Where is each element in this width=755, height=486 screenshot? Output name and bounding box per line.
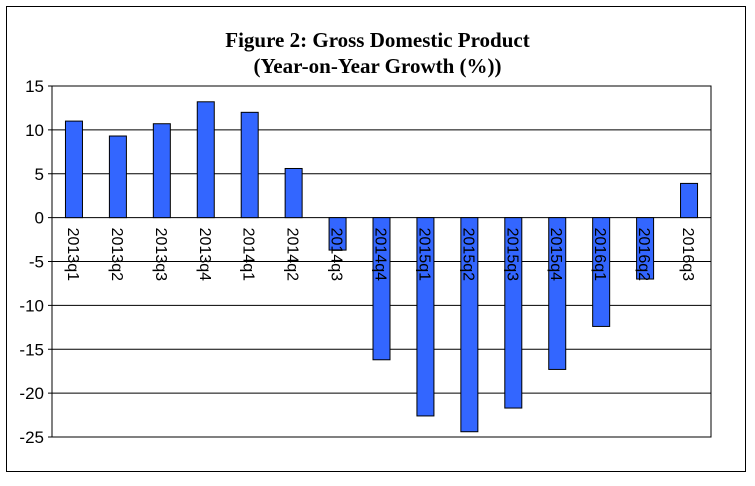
x-tick-label: 2016q2 <box>635 228 652 281</box>
y-tick-label: 10 <box>25 121 44 140</box>
bar-2014q4 <box>372 217 391 361</box>
bar-2013q4 <box>196 101 215 219</box>
bar-2016q3 <box>680 182 699 219</box>
x-tick-label: 2013q1 <box>64 228 81 281</box>
plot-area <box>51 85 712 438</box>
x-tick-label: 2013q2 <box>108 228 125 281</box>
y-tick-label: 5 <box>35 165 44 184</box>
chart-title-line1: Figure 2: Gross Domestic Product <box>225 28 530 52</box>
bar-2016q1 <box>592 217 611 327</box>
bar-2013q3 <box>152 123 171 219</box>
x-tick-label: 2015q2 <box>459 228 476 281</box>
y-tick-label: -5 <box>29 253 44 272</box>
x-tick-label: 2013q3 <box>152 228 169 281</box>
x-axis-ticks: 2013q1 2013q2 2013q3 2013q4 2014q1 2014q2 2014… <box>64 228 696 281</box>
bar-2015q1 <box>416 217 435 417</box>
bar-2015q3 <box>504 217 523 409</box>
bar-2013q2 <box>108 135 127 219</box>
y-tick-label: -10 <box>19 296 44 315</box>
y-tick-label: -25 <box>19 428 44 447</box>
bars <box>64 101 699 433</box>
y-tick-label: 0 <box>35 209 44 228</box>
y-axis-ticks: 15 10 5 0 -5 -10 -15 -20 -25 <box>19 77 44 447</box>
x-tick-label: 2015q3 <box>503 228 520 281</box>
bar-2015q4 <box>548 217 567 370</box>
x-tick-label: 2014q2 <box>284 228 301 281</box>
bar-2014q1 <box>240 111 259 219</box>
x-tick-label: 2014q1 <box>240 228 257 281</box>
x-tick-label: 2014q4 <box>372 228 389 281</box>
x-tick-label: 2015q1 <box>415 228 432 281</box>
x-tick-label: 2015q4 <box>547 228 564 281</box>
bar-2014q2 <box>284 167 303 219</box>
chart-title-line2: (Year-on-Year Growth (%)) <box>253 54 502 78</box>
bar-2016q2 <box>636 217 655 280</box>
x-tick-label: 2016q1 <box>591 228 608 281</box>
x-tick-label: 2016q3 <box>679 228 696 281</box>
bar-2013q1 <box>64 120 83 219</box>
y-tick-label: -20 <box>19 384 44 403</box>
y-tick-label: -15 <box>19 340 44 359</box>
x-tick-label: 2013q4 <box>196 228 213 281</box>
bar-2015q2 <box>460 217 479 433</box>
x-tick-label: 2014q3 <box>328 228 345 281</box>
y-tick-label: 15 <box>25 77 44 96</box>
bar-2014q3 <box>328 217 347 251</box>
